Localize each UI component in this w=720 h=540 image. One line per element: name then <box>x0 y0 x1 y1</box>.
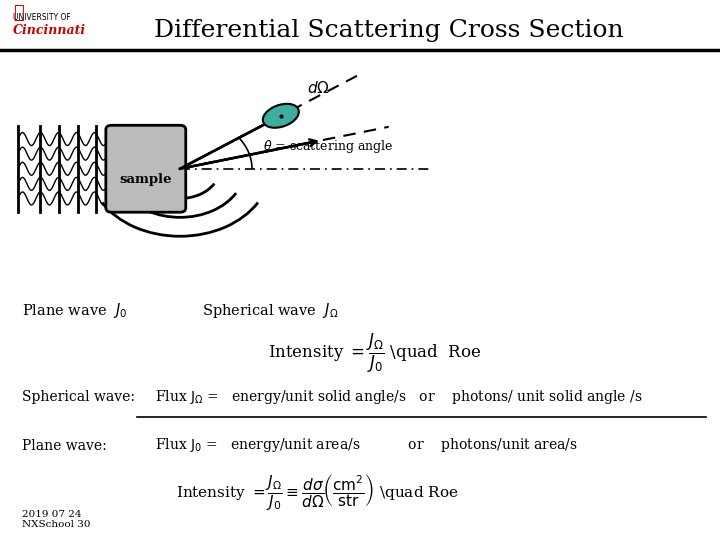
Text: Spherical wave  $J_{\Omega}$: Spherical wave $J_{\Omega}$ <box>202 301 338 320</box>
Text: Intensity $= \dfrac{J_{\Omega}}{J_0} \equiv \dfrac{d\sigma}{d\Omega}\!\left(\dfr: Intensity $= \dfrac{J_{\Omega}}{J_0} \eq… <box>176 472 458 512</box>
Text: $\theta$ = scattering angle: $\theta$ = scattering angle <box>263 138 393 156</box>
Text: Flux $\mathrm{J}_{\Omega}$ =   energy/unit solid angle/s   or    photons/ unit s: Flux $\mathrm{J}_{\Omega}$ = energy/unit… <box>155 388 642 406</box>
Text: Ⓜ: Ⓜ <box>13 4 24 22</box>
Text: sample: sample <box>120 173 172 186</box>
Text: Plane wave  $J_0$: Plane wave $J_0$ <box>22 301 127 320</box>
Text: UNIVERSITY OF: UNIVERSITY OF <box>13 14 71 23</box>
Text: Cincinnati: Cincinnati <box>13 24 86 37</box>
Text: Plane wave:: Plane wave: <box>22 438 107 453</box>
Text: Differential Scattering Cross Section: Differential Scattering Cross Section <box>154 19 624 42</box>
Text: Flux $\mathrm{J}_0$ =   energy/unit area/s           or    photons/unit area/s: Flux $\mathrm{J}_0$ = energy/unit area/s… <box>155 436 577 455</box>
Ellipse shape <box>263 104 299 128</box>
Text: Spherical wave:: Spherical wave: <box>22 390 135 404</box>
Text: $d\Omega$: $d\Omega$ <box>307 80 330 97</box>
Text: 2019 07 24
NXSchool 30: 2019 07 24 NXSchool 30 <box>22 510 90 529</box>
FancyBboxPatch shape <box>106 125 186 212</box>
Text: Intensity $= \dfrac{J_{\Omega}}{J_0}$ \quad  Roe: Intensity $= \dfrac{J_{\Omega}}{J_0}$ \q… <box>268 332 481 375</box>
